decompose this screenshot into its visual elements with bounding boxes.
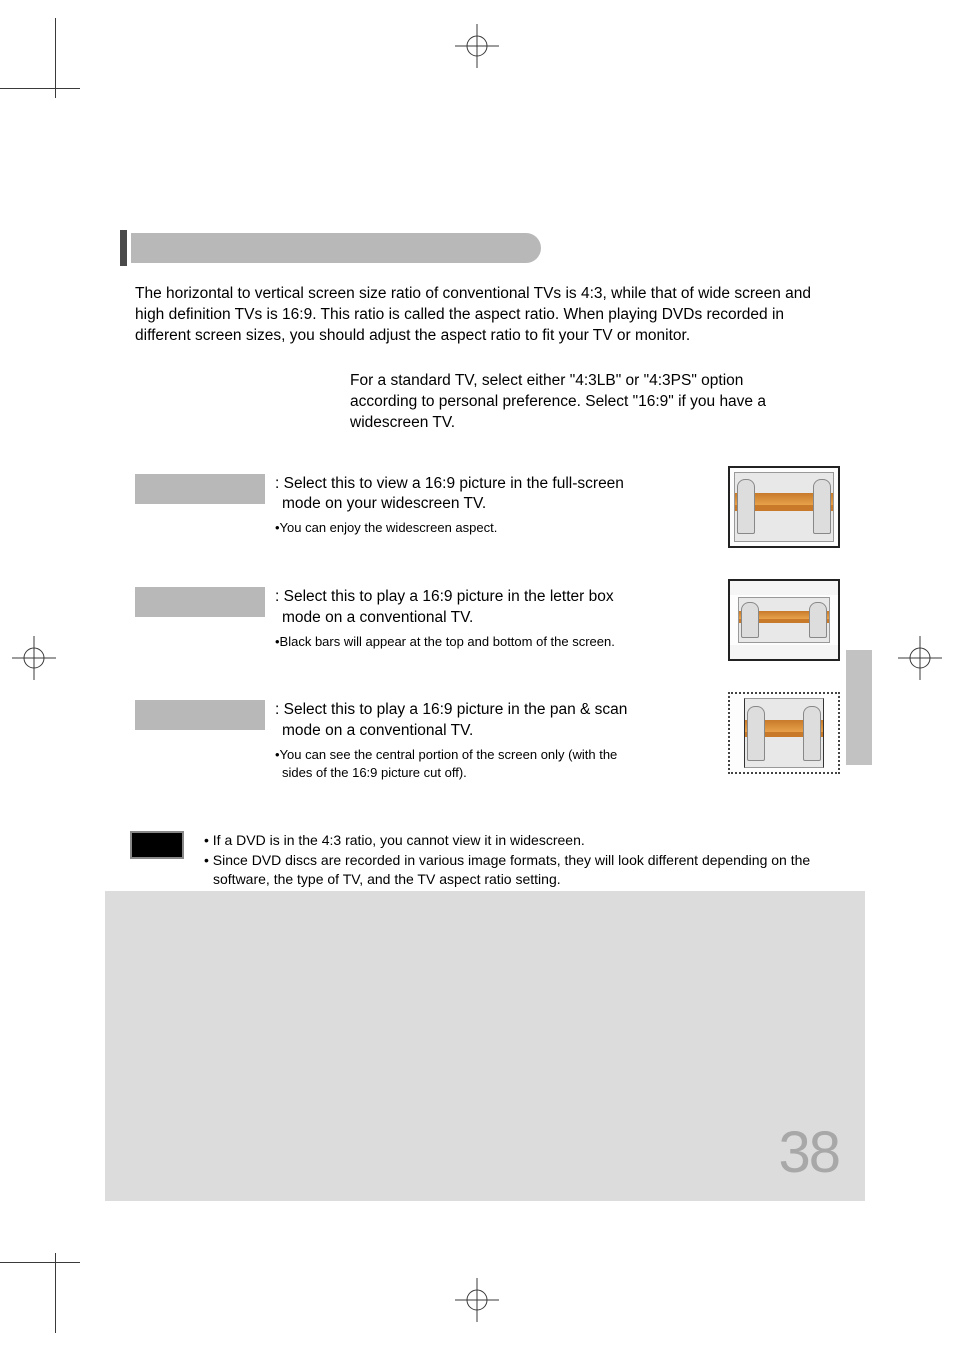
crop-mark: [55, 1253, 56, 1333]
registration-mark-bottom: [455, 1278, 499, 1327]
option-desc: : Select this to play a 16:9 picture in …: [275, 587, 645, 629]
illustration-4-3ps: [728, 692, 840, 774]
option-desc: : Select this to view a 16:9 picture in …: [275, 474, 645, 516]
option-note: •Black bars will appear at the top and b…: [275, 633, 645, 651]
option-label-4-3lb: [135, 587, 265, 617]
side-tab: [846, 650, 872, 765]
option-note: •You can see the central portion of the …: [275, 746, 645, 781]
crop-mark: [55, 18, 56, 98]
option-4-3lb: : Select this to play a 16:9 picture in …: [120, 587, 840, 650]
bottom-gray-band: [105, 891, 865, 1201]
registration-mark-right: [898, 636, 942, 685]
option-label-16-9: [135, 474, 265, 504]
registration-mark-left: [12, 636, 56, 685]
header-tick: [120, 230, 127, 266]
illustration-4-3lb: [728, 579, 840, 661]
note-section: • If a DVD is in the 4:3 ratio, you cann…: [120, 831, 840, 890]
option-note: •You can enjoy the widescreen aspect.: [275, 519, 645, 537]
option-4-3ps: : Select this to play a 16:9 picture in …: [120, 700, 840, 781]
note-text: • If a DVD is in the 4:3 ratio, you cann…: [204, 831, 840, 890]
note-line: • If a DVD is in the 4:3 ratio, you cann…: [204, 831, 840, 851]
option-text-16-9: : Select this to view a 16:9 picture in …: [275, 474, 645, 537]
option-text-4-3lb: : Select this to play a 16:9 picture in …: [275, 587, 645, 650]
header-bar: [131, 233, 541, 263]
option-desc: : Select this to play a 16:9 picture in …: [275, 700, 645, 742]
note-badge-icon: [130, 831, 184, 859]
crop-mark: [0, 88, 80, 89]
crop-mark: [0, 1262, 80, 1263]
page-number: 38: [778, 1119, 839, 1186]
registration-mark-top: [455, 24, 499, 73]
note-line: • Since DVD discs are recorded in variou…: [204, 851, 840, 890]
option-text-4-3ps: : Select this to play a 16:9 picture in …: [275, 700, 645, 781]
intro-paragraph: The horizontal to vertical screen size r…: [135, 284, 840, 347]
sub-instruction: For a standard TV, select either "4:3LB"…: [350, 371, 810, 434]
option-label-4-3ps: [135, 700, 265, 730]
illustration-16-9: [728, 466, 840, 548]
option-16-9: : Select this to view a 16:9 picture in …: [120, 474, 840, 537]
section-header: [120, 230, 840, 266]
page-content: The horizontal to vertical screen size r…: [120, 230, 840, 890]
